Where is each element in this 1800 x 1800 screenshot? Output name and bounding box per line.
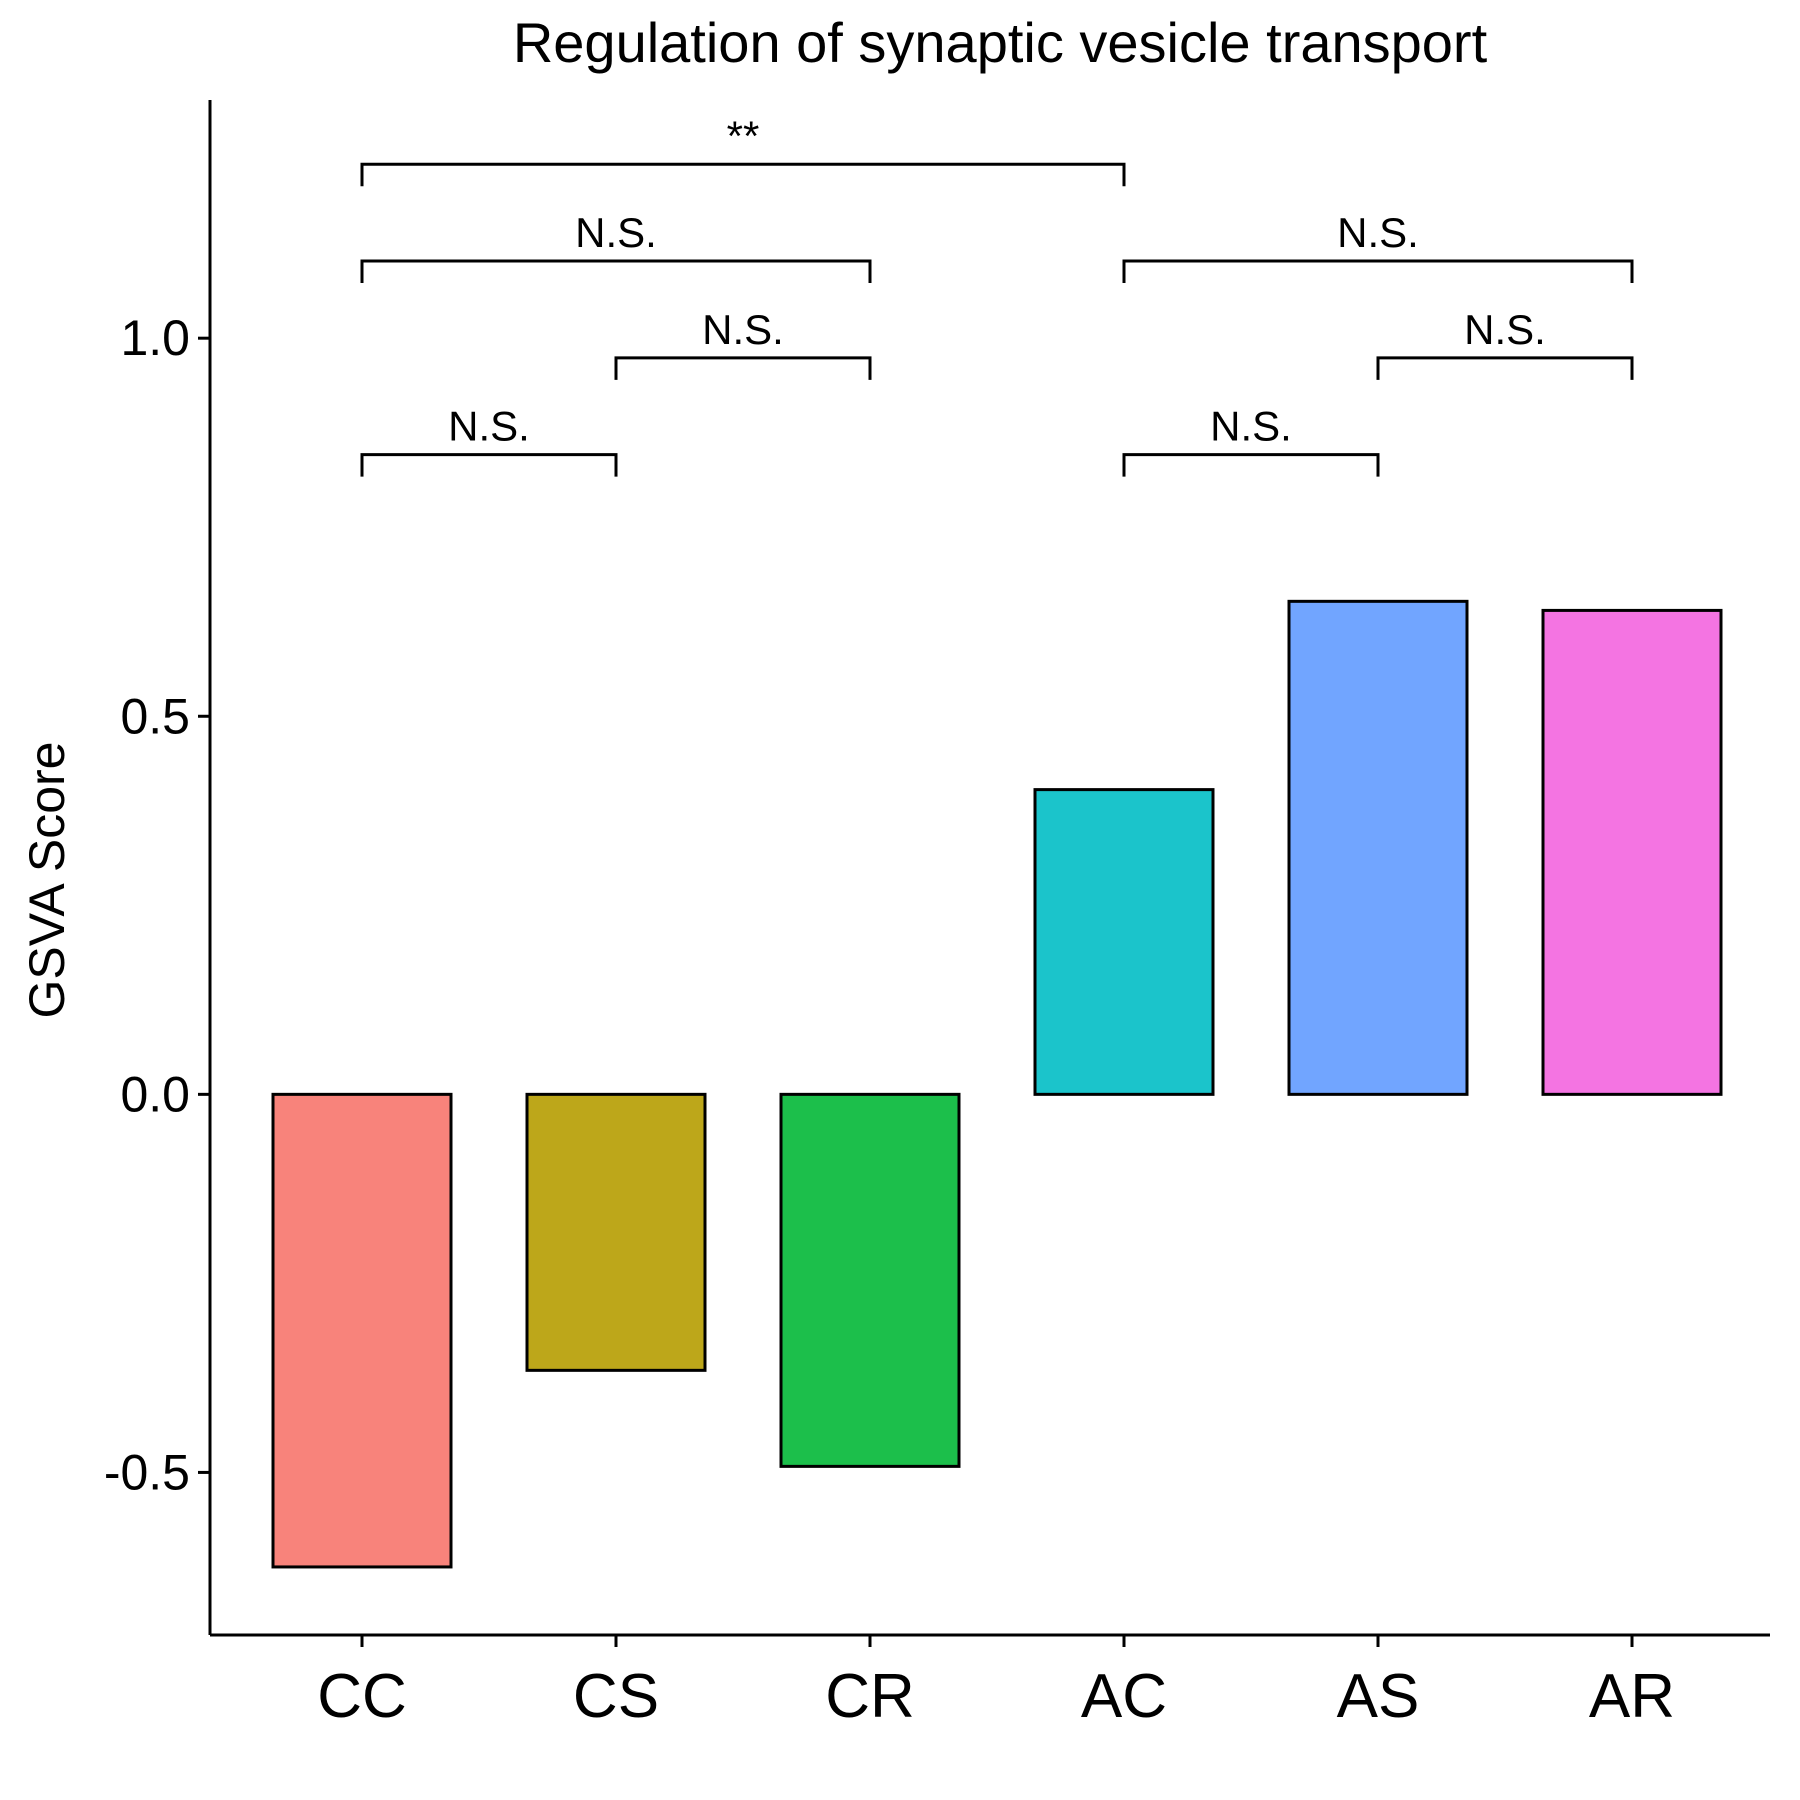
significance-label-cs-cr: N.S. <box>702 306 784 353</box>
chart-title: Regulation of synaptic vesicle transport <box>513 11 1488 74</box>
y-tick-label: 0.5 <box>120 688 190 744</box>
significance-label-cc-cr: N.S. <box>575 209 657 256</box>
bracket-cc-ac <box>360 162 1126 187</box>
bracket-ac-ar <box>1122 259 1634 284</box>
y-tick-label: -0.5 <box>104 1444 190 1500</box>
bracket-cc-cr <box>360 259 872 284</box>
bar-cc <box>271 1092 453 1569</box>
x-tick-label-ac: AC <box>1081 1662 1167 1731</box>
y-tick-label: 1.0 <box>120 310 190 366</box>
significance-brackets: ** N.S. N.S. N.S. N.S. N.S. N.S. <box>360 112 1634 477</box>
x-tick-label-cc: CC <box>317 1662 407 1731</box>
bar-ac <box>1033 788 1215 1096</box>
y-axis-label: GSVA Score <box>19 742 75 1019</box>
x-tick-label-cr: CR <box>825 1662 915 1731</box>
axes-group: -0.5 0.0 0.5 1.0 CC CS CR AC AS AR <box>104 100 1770 1731</box>
bar-cr <box>779 1092 961 1468</box>
bracket-cs-cr <box>614 356 872 380</box>
bracket-cc-cs <box>360 453 618 477</box>
bar-as <box>1287 599 1469 1096</box>
x-tick-label-as: AS <box>1337 1662 1420 1731</box>
significance-label-cc-cs: N.S. <box>448 403 530 450</box>
bracket-ac-as <box>1122 453 1380 477</box>
significance-label-ac-as: N.S. <box>1210 403 1292 450</box>
significance-label-as-ar: N.S. <box>1464 306 1546 353</box>
bars-group <box>271 599 1723 1569</box>
bar-ar <box>1541 608 1723 1096</box>
x-tick-label-ar: AR <box>1589 1662 1675 1731</box>
bracket-as-ar <box>1376 356 1634 380</box>
significance-label-cc-ac: ** <box>727 112 760 159</box>
bar-cs <box>525 1092 707 1372</box>
y-tick-label: 0.0 <box>120 1066 190 1122</box>
significance-label-ac-ar: N.S. <box>1337 209 1419 256</box>
x-tick-label-cs: CS <box>573 1662 659 1731</box>
